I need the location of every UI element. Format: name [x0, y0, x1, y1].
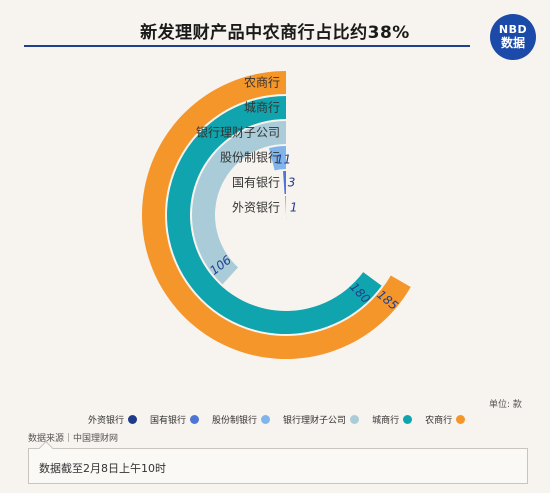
value-label: 11: [276, 152, 291, 166]
legend-label: 外资银行: [88, 416, 125, 426]
legend-swatch: [456, 415, 466, 424]
legend-swatch: [128, 415, 138, 424]
legend-label: 银行理财子公司: [283, 416, 347, 426]
legend-item: 股份制银行: [212, 413, 271, 426]
legend-item: 国有银行: [150, 413, 200, 426]
category-label: 城商行: [244, 100, 280, 115]
legend-item: 银行理财子公司: [283, 413, 360, 426]
legend-swatch: [403, 415, 413, 424]
legend-swatch: [190, 415, 200, 424]
data-source: 数据来源｜中国理财网: [28, 434, 119, 444]
legend-item: 外资银行: [88, 413, 138, 426]
bar-股份制银行: [268, 146, 286, 171]
legend-swatch: [350, 415, 360, 424]
value-label: 3: [288, 176, 296, 190]
category-label: 外资银行: [232, 201, 280, 215]
logo-line-2: 数据: [500, 36, 525, 50]
legend-label: 城商行: [372, 416, 400, 426]
category-label: 银行理财子公司: [196, 126, 280, 140]
legend-label: 国有银行: [150, 416, 187, 426]
title-divider: [24, 45, 470, 47]
legend-item: 农商行: [425, 413, 466, 426]
legend-label: 农商行: [425, 416, 453, 426]
legend-item: 城商行: [372, 413, 413, 426]
legend-swatch: [261, 415, 271, 424]
note-text: 数据截至2月8日上午10时: [39, 462, 166, 475]
bar-国有银行: [283, 171, 286, 195]
value-label: 1: [290, 201, 298, 215]
legend-label: 股份制银行: [212, 416, 258, 426]
logo-line-1: NBD: [498, 23, 528, 36]
category-label: 股份制银行: [220, 151, 280, 165]
chart-title: 新发理财产品中农商行占比约38%: [140, 23, 410, 43]
nbd-data-logo: NBD 数据: [490, 14, 536, 60]
category-label: 国有银行: [232, 176, 280, 190]
bar-银行理财子公司: [192, 121, 286, 285]
chart-legend: 外资银行 国有银行 股份制银行 银行理财子公司 城商行 农商行: [88, 413, 478, 426]
note-box: 数据截至2月8日上午10时: [28, 448, 528, 484]
category-label: 农商行: [244, 75, 280, 90]
bar-外资银行: [285, 196, 287, 219]
unit-label: 单位: 款: [489, 400, 522, 410]
